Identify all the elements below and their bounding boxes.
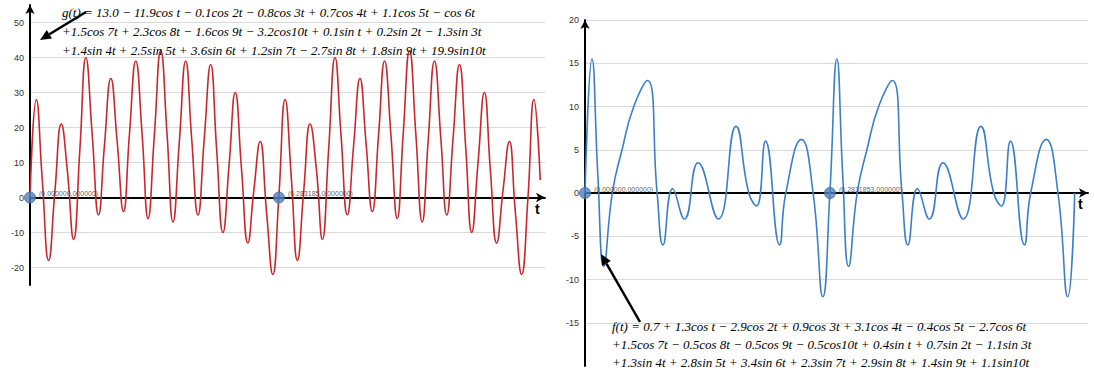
- svg-text:-5: -5: [571, 231, 579, 241]
- svg-text:20: 20: [14, 123, 24, 133]
- svg-text:30: 30: [14, 88, 24, 98]
- svg-text:+1.5cos 7t + 2.3cos 8t − 1.6co: +1.5cos 7t + 2.3cos 8t − 1.6cos 9t − 3.2…: [62, 24, 482, 39]
- svg-text:10: 10: [569, 102, 579, 112]
- svg-text:0: 0: [19, 193, 24, 203]
- svg-text:t: t: [1078, 196, 1083, 212]
- svg-text:+1.5cos 7t − 0.5cos 8t − 0.5co: +1.5cos 7t − 0.5cos 8t − 0.5cos 9t − 0.5…: [612, 337, 1032, 352]
- svg-text:-10: -10: [566, 275, 579, 285]
- svg-text:-15: -15: [566, 318, 579, 328]
- svg-text:+1.3sin 4t + 2.8sin 5t + 3.4si: +1.3sin 4t + 2.8sin 5t + 3.4sin 6t + 2.3…: [612, 355, 1030, 370]
- svg-text:50: 50: [14, 18, 24, 28]
- svg-text:(0.000000,000000): (0.000000,000000): [39, 190, 98, 198]
- svg-text:(6.283185,0.000000): (6.283185,0.000000): [288, 190, 353, 198]
- svg-text:(0.000000,000000): (0.000000,000000): [594, 186, 653, 194]
- svg-text:20: 20: [569, 15, 579, 25]
- svg-text:+1.4sin 4t + 2.5sin 5t + 3.6si: +1.4sin 4t + 2.5sin 5t + 3.6sin 6t + 1.2…: [62, 43, 486, 58]
- svg-text:-10: -10: [11, 228, 24, 238]
- svg-text:f(t) = 0.7 + 1.3cos t − 2.9cos: f(t) = 0.7 + 1.3cos t − 2.9cos 2t + 0.9c…: [612, 319, 1027, 334]
- svg-text:15: 15: [569, 58, 579, 68]
- svg-text:g(t) = 13.0 − 11.9cos t − 0.1c: g(t) = 13.0 − 11.9cos t − 0.1cos 2t − 0.…: [62, 5, 475, 20]
- svg-text:(6.2831853,000000): (6.2831853,000000): [839, 186, 902, 194]
- svg-text:10: 10: [14, 158, 24, 168]
- svg-text:0: 0: [574, 188, 579, 198]
- svg-text:40: 40: [14, 53, 24, 63]
- svg-text:5: 5: [574, 145, 579, 155]
- svg-text:-20: -20: [11, 263, 24, 273]
- svg-text:t: t: [535, 201, 540, 217]
